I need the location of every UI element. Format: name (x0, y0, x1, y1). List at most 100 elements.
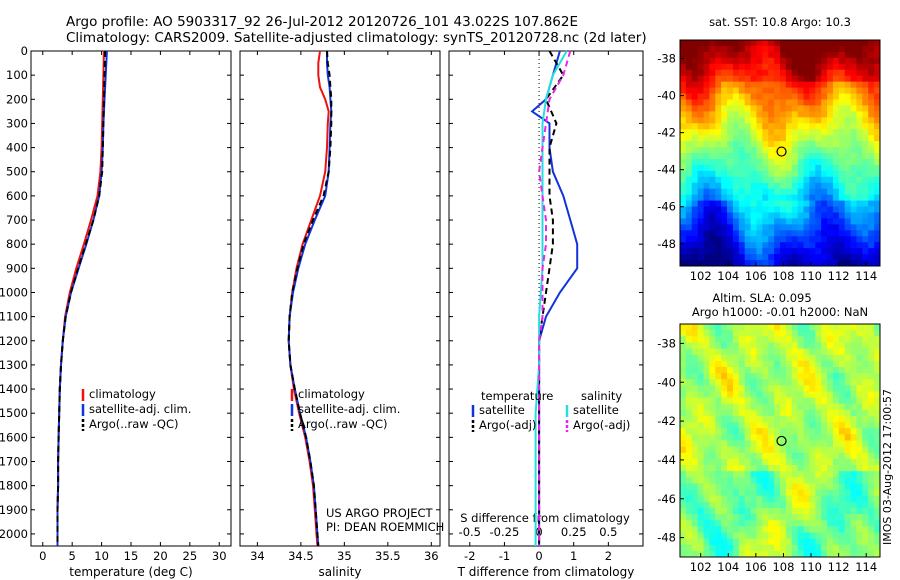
heatmap-cell (732, 336, 740, 343)
heatmap-cell (797, 111, 804, 118)
heatmap-cell (838, 224, 846, 231)
heatmap-cell (732, 105, 740, 112)
heatmap-cell (780, 135, 787, 142)
heatmap-cell (691, 391, 699, 398)
heatmap-cell (850, 550, 857, 558)
heatmap-cell (797, 194, 804, 201)
heatmap-cell (750, 200, 757, 207)
map-y-tick-label: -48 (657, 237, 676, 251)
heatmap-cell (744, 93, 751, 100)
heatmap-cell (756, 123, 763, 130)
heatmap-cell (803, 422, 810, 429)
heatmap-cell (838, 477, 846, 484)
heatmap-cell (732, 360, 740, 368)
heatmap-cell (868, 366, 875, 374)
heatmap-cell (785, 477, 793, 484)
heatmap-cell (821, 354, 828, 362)
heatmap-cell (862, 544, 869, 552)
heatmap-cell (785, 428, 793, 435)
heatmap-cell (797, 501, 804, 509)
legend-label: satellite (573, 403, 619, 417)
heatmap-cell (750, 158, 757, 166)
heatmap-cell (750, 153, 757, 160)
heatmap-cell (874, 348, 881, 356)
heatmap-cell (791, 446, 799, 454)
heatmap-cell (803, 495, 810, 503)
heatmap-cell (738, 538, 746, 546)
heatmap-cell (709, 63, 716, 71)
heatmap-cell (827, 129, 834, 136)
heatmap-cell (821, 99, 828, 106)
heatmap-cell (727, 520, 734, 527)
heatmap-cell (768, 164, 775, 172)
heatmap-cell (721, 489, 728, 497)
heatmap-cell (709, 415, 716, 423)
heatmap-cell (715, 379, 722, 386)
heatmap-cell (709, 141, 716, 148)
heatmap-cell (744, 385, 751, 392)
heatmap-cell (697, 40, 704, 47)
heatmap-cell (680, 45, 687, 53)
heatmap-cell (815, 538, 822, 546)
heatmap-cell (791, 458, 799, 466)
heatmap-cell (697, 51, 704, 59)
heatmap-cell (827, 440, 834, 448)
heatmap-cell (821, 200, 828, 207)
heatmap-cell (832, 458, 840, 466)
heatmap-cell (815, 324, 822, 331)
heatmap-cell (809, 348, 816, 356)
heatmap-cell (844, 403, 851, 411)
heatmap-cell (832, 544, 840, 552)
heatmap-cell (868, 471, 875, 478)
heatmap-cell (791, 230, 799, 237)
heatmap-cell (727, 224, 734, 231)
heatmap-cell (709, 117, 716, 124)
heatmap-cell (844, 218, 851, 225)
heatmap-cell (856, 348, 863, 356)
heatmap-cell (832, 87, 840, 94)
heatmap-cell (768, 51, 775, 59)
heatmap-cell (768, 212, 775, 219)
heatmap-cell (815, 428, 822, 435)
heatmap-cell (732, 123, 740, 130)
heatmap-cell (750, 248, 757, 255)
heatmap-cell (832, 147, 840, 154)
heatmap-cell (850, 93, 857, 100)
heatmap-cell (732, 176, 740, 184)
heatmap-cell (821, 135, 828, 142)
heatmap-cell (809, 360, 816, 368)
heatmap-cell (732, 75, 740, 83)
heatmap-cell (756, 538, 763, 546)
heatmap-cell (732, 182, 740, 190)
heatmap-cell (727, 538, 734, 546)
heatmap-cell (838, 135, 846, 142)
map-x-tick-label: 112 (828, 560, 850, 574)
heatmap-cell (809, 520, 816, 527)
heatmap-cell (744, 526, 751, 533)
heatmap-cell (856, 164, 863, 172)
heatmap-cell (780, 409, 787, 417)
heatmap-cell (838, 123, 846, 130)
heatmap-cell (844, 415, 851, 423)
heatmap-cell (744, 147, 751, 154)
heatmap-cell (744, 176, 751, 184)
heatmap-cell (827, 170, 834, 178)
heatmap-cell (750, 212, 757, 219)
heatmap-cell (756, 483, 763, 490)
heatmap-cell (768, 477, 775, 484)
heatmap-cell (680, 188, 687, 196)
heatmap-cell (744, 105, 751, 112)
heatmap-cell (815, 230, 822, 237)
heatmap-cell (762, 544, 769, 552)
heatmap-cell (685, 452, 693, 460)
heatmap-cell (685, 342, 693, 349)
heatmap-cell (803, 87, 810, 94)
heatmap-cell (709, 111, 716, 118)
heatmap-cell (868, 544, 875, 552)
heatmap-cell (738, 526, 746, 533)
heatmap-cell (862, 75, 869, 83)
heatmap-cell (856, 409, 863, 417)
heatmap-cell (744, 57, 751, 65)
heatmap-cell (874, 206, 881, 213)
heatmap-cell (803, 465, 810, 472)
